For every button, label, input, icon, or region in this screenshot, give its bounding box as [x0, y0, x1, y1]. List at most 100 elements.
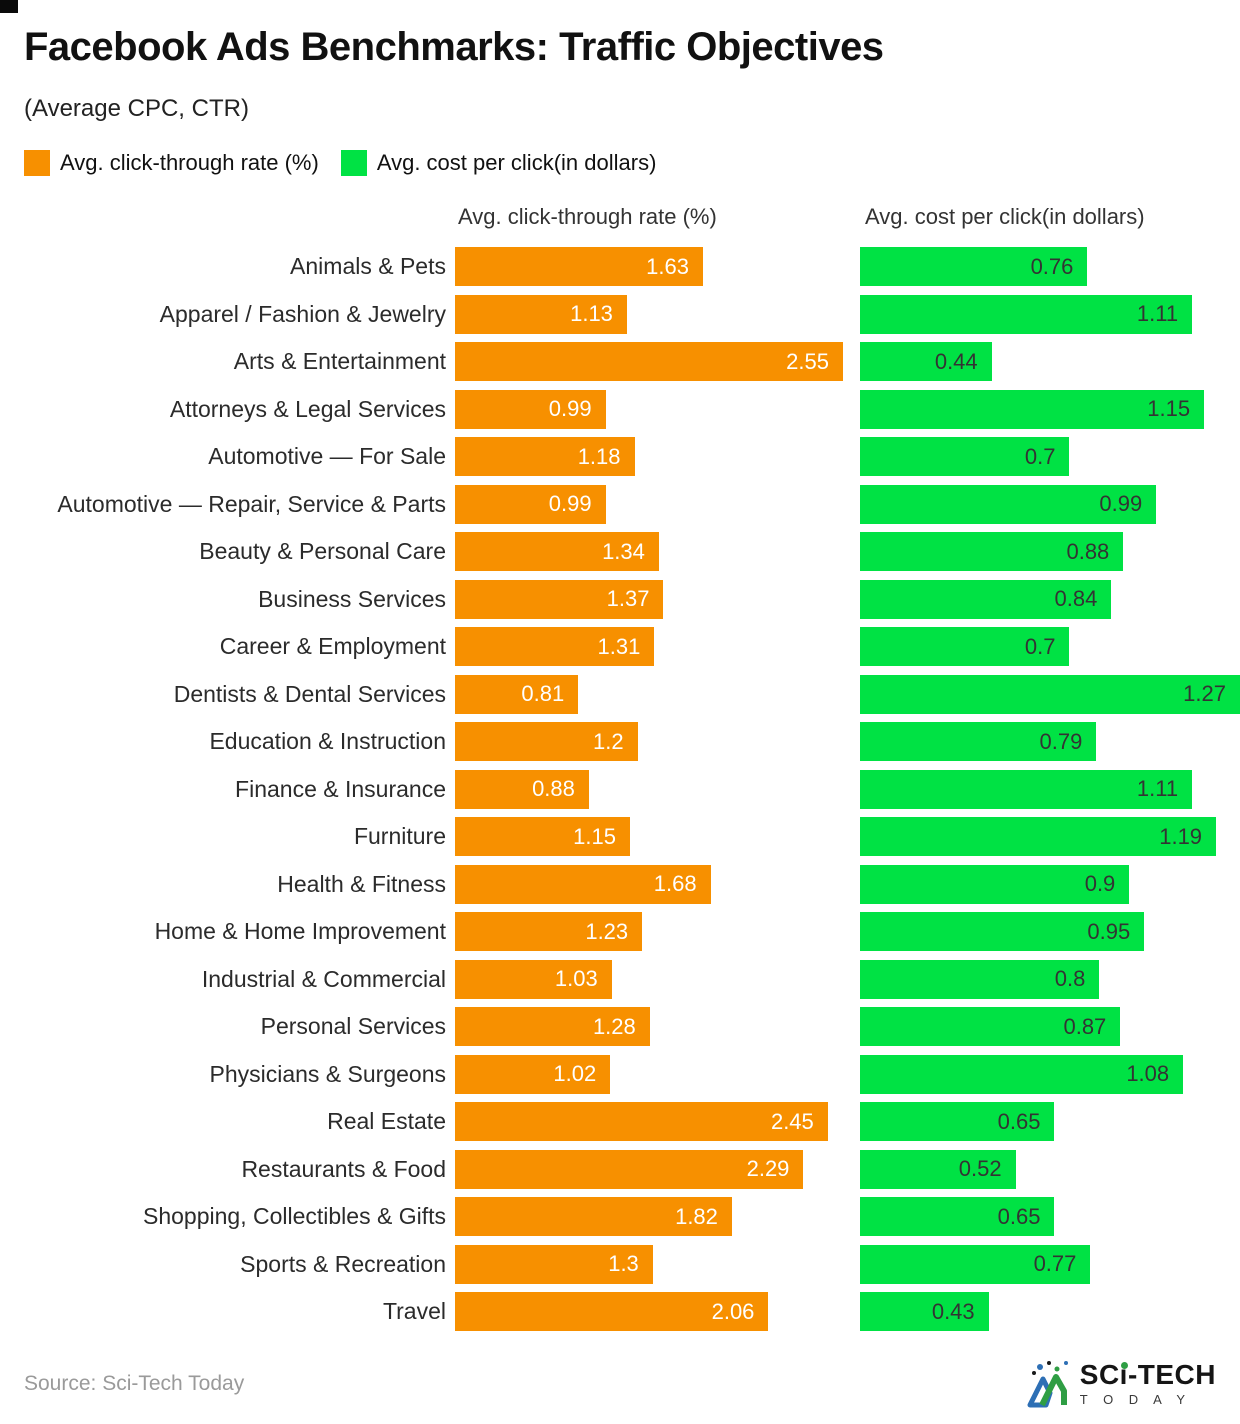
cpc-bar-value: 1.08	[1126, 1061, 1170, 1087]
cpc-bar: 0.9	[860, 864, 1130, 904]
ctr-bar-value: 1.34	[602, 538, 645, 564]
cpc-legend-label: Avg. cost per click(in dollars)	[376, 150, 657, 175]
sci-tech-logo: SC i -TECH T O D A Y	[1026, 1357, 1216, 1411]
category-label: Beauty & Personal Care	[199, 538, 446, 565]
cpc-legend-swatch	[340, 150, 367, 176]
cpc-bar: 1.11	[860, 769, 1193, 809]
category-label: Dentists & Dental Services	[173, 680, 446, 707]
cpc-bar-track: 0.9	[860, 864, 1240, 904]
category-label: Travel	[382, 1298, 446, 1325]
legend-item-ctr: Avg. click-through rate (%)	[24, 150, 319, 176]
cpc-bar-track: 0.43	[860, 1292, 1240, 1332]
cpc-bar-track: 1.11	[860, 294, 1240, 334]
column-headers: Avg. click-through rate (%) Avg. cost pe…	[24, 204, 1216, 230]
ctr-bar: 1.02	[455, 1054, 611, 1094]
ctr-bar-value: 2.55	[786, 348, 829, 374]
ctr-bar-value: 1.28	[592, 1013, 636, 1039]
ctr-bar: 2.45	[455, 1102, 828, 1142]
chart-row: Attorneys & Legal Services 0.99 1.15	[24, 386, 1216, 434]
ctr-bar-track: 0.99	[455, 389, 843, 429]
logo-title-i-char: i	[1119, 1359, 1128, 1390]
cpc-bar: 0.88	[860, 532, 1124, 572]
ctr-bar-value: 1.3	[608, 1251, 639, 1277]
ctr-bar-value: 0.99	[548, 396, 592, 422]
ctr-bar: 0.99	[455, 484, 606, 524]
sci-tech-logo-icon	[1027, 1360, 1068, 1407]
category-label: Animals & Pets	[290, 253, 446, 280]
category-label: Physicians & Surgeons	[209, 1060, 446, 1087]
cpc-bar-value: 0.7	[1024, 633, 1056, 659]
cpc-bar-value: 0.65	[997, 1203, 1041, 1229]
ctr-bar-value: 1.15	[573, 823, 616, 849]
cpc-bar: 1.11	[860, 294, 1193, 334]
legend-item-cpc: Avg. cost per click(in dollars)	[340, 150, 657, 176]
ctr-bar: 1.31	[455, 627, 655, 667]
cpc-bar: 0.87	[860, 1007, 1121, 1047]
ctr-bar-value: 1.18	[577, 443, 621, 469]
cpc-bar-track: 0.88	[860, 532, 1240, 572]
cpc-bar: 0.76	[860, 247, 1088, 287]
ctr-bar-value: 0.81	[521, 681, 565, 707]
chart-row: Animals & Pets 1.63 0.76	[24, 243, 1216, 291]
ctr-bar-value: 1.23	[585, 918, 629, 944]
cpc-bar-track: 0.76	[860, 247, 1240, 287]
cpc-bar: 0.44	[860, 342, 992, 382]
category-label: Apparel / Fashion & Jewelry	[159, 300, 446, 327]
ctr-bar: 1.18	[455, 437, 635, 477]
logo-i-dot-icon	[1120, 1362, 1128, 1369]
ctr-bar-track: 1.15	[455, 817, 843, 857]
corner-mark	[0, 0, 18, 13]
cpc-bar-value: 0.76	[1030, 253, 1074, 279]
ctr-bar-value: 1.31	[597, 633, 641, 659]
cpc-bar-track: 0.99	[860, 484, 1240, 524]
cpc-bar: 0.79	[860, 722, 1097, 762]
cpc-bar: 0.84	[860, 579, 1112, 619]
ctr-bar: 0.88	[455, 769, 589, 809]
ctr-bar-track: 1.37	[455, 579, 843, 619]
cpc-bar-track: 0.52	[860, 1149, 1240, 1189]
chart-row: Business Services 1.37 0.84	[24, 576, 1216, 624]
footer: Source: Sci-Tech Today SC i -TECH T O D A …	[24, 1350, 1216, 1418]
ctr-bar-value: 0.88	[532, 776, 575, 802]
ctr-bar-track: 1.2	[455, 722, 843, 762]
ctr-bar: 1.34	[455, 532, 659, 572]
chart-row: Apparel / Fashion & Jewelry 1.13 1.11	[24, 291, 1216, 339]
ctr-legend-swatch	[24, 150, 50, 176]
cpc-bar-track: 1.19	[860, 817, 1240, 857]
ctr-bar: 1.68	[455, 864, 711, 904]
ctr-bar-track: 1.02	[455, 1054, 843, 1094]
ctr-bar: 1.63	[455, 247, 703, 287]
cpc-bar: 1.19	[860, 817, 1217, 857]
cpc-bar: 1.08	[860, 1054, 1184, 1094]
chart-row: Arts & Entertainment 2.55 0.44	[24, 338, 1216, 386]
logo-title-tech: -TECH	[1127, 1359, 1216, 1390]
cpc-bar: 1.27	[860, 674, 1240, 714]
cpc-bar-value: 0.7	[1024, 443, 1056, 469]
cpc-bar-value: 1.11	[1136, 776, 1179, 802]
ctr-bar-track: 0.88	[455, 769, 843, 809]
category-label: Arts & Entertainment	[233, 348, 446, 375]
ctr-bar-value: 1.13	[570, 301, 613, 327]
cpc-bar-track: 0.7	[860, 437, 1240, 477]
category-label: Real Estate	[327, 1108, 446, 1135]
bar-chart: Animals & Pets 1.63 0.76 Apparel / Fashion …	[24, 243, 1240, 1336]
cpc-bar-value: 1.19	[1159, 823, 1203, 849]
ctr-bar-track: 1.18	[455, 437, 843, 477]
chart-row: Finance & Insurance 0.88 1.11	[24, 766, 1216, 814]
ctr-bar: 1.3	[455, 1244, 653, 1284]
ctr-bar-track: 1.63	[455, 247, 843, 287]
ctr-bar-track: 2.45	[455, 1102, 843, 1142]
cpc-bar-value: 1.15	[1147, 396, 1191, 422]
cpc-bar-value: 0.52	[958, 1156, 1002, 1182]
cpc-bar-track: 1.11	[860, 769, 1240, 809]
ctr-bar: 1.03	[455, 959, 612, 999]
ctr-bar-track: 1.34	[455, 532, 843, 572]
ctr-bar-value: 1.2	[592, 728, 624, 754]
logo-title-sc: SC	[1079, 1359, 1120, 1390]
chart-row: Personal Services 1.28 0.87	[24, 1003, 1216, 1051]
ctr-bar-track: 1.31	[455, 627, 843, 667]
cpc-bar: 0.65	[860, 1102, 1055, 1142]
ctr-bar: 0.99	[455, 389, 606, 429]
category-label: Restaurants & Food	[241, 1155, 446, 1182]
cpc-bar: 0.95	[860, 912, 1145, 952]
